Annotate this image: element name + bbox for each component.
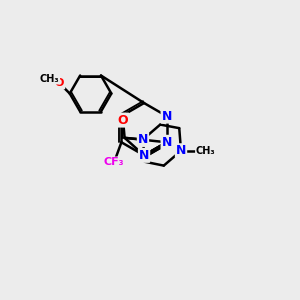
Text: CH₃: CH₃ [196, 146, 215, 156]
Text: CH₃: CH₃ [40, 74, 59, 84]
Text: O: O [55, 78, 64, 88]
Text: CF₃: CF₃ [104, 158, 124, 167]
Text: N: N [161, 136, 172, 149]
Text: N: N [138, 133, 148, 146]
Text: N: N [161, 110, 172, 123]
Text: N: N [139, 149, 149, 162]
Text: N: N [176, 144, 186, 157]
Text: O: O [118, 114, 128, 127]
